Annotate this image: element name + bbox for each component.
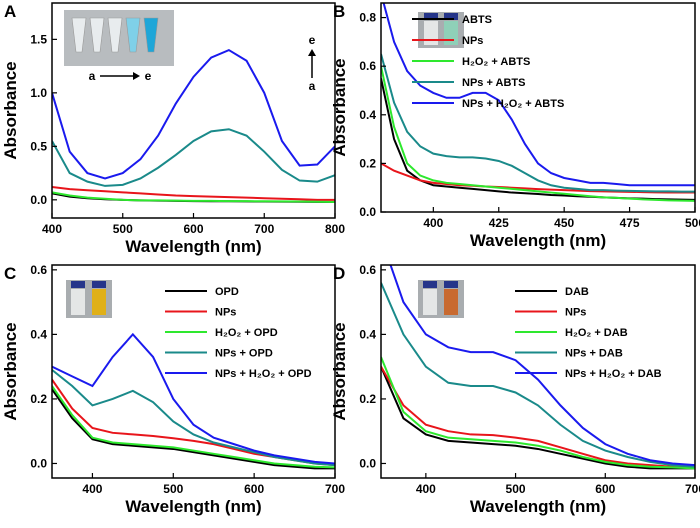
legend-label: ABTS — [462, 14, 492, 26]
series-line — [52, 48, 335, 180]
y-tick-label: 0.4 — [30, 327, 47, 341]
annotation-arrow-head — [133, 72, 140, 80]
plot-frame — [51, 264, 336, 479]
series-line — [381, 65, 695, 202]
legend-label: NPs + H₂O₂ + DAB — [565, 368, 662, 380]
annotation: a — [89, 69, 96, 83]
x-tick-label: 425 — [489, 216, 509, 230]
panel-label: D — [333, 264, 345, 283]
legend-label: H₂O₂ + OPD — [215, 327, 278, 339]
y-tick-label: 0.6 — [30, 263, 47, 277]
legend-label: NPs — [565, 307, 586, 319]
y-axis-label: Absorbance — [1, 61, 20, 159]
legend-label: H₂O₂ + ABTS — [462, 56, 530, 68]
series-line — [52, 385, 335, 469]
legend-label: H₂O₂ + DAB — [565, 327, 628, 339]
legend-label: NPs — [462, 35, 483, 47]
x-tick-label: 500 — [685, 216, 700, 230]
panel-label: B — [333, 2, 345, 21]
x-tick-label: 400 — [416, 482, 436, 496]
x-tick-label: 500 — [113, 222, 133, 236]
y-axis-label: Absorbance — [1, 322, 20, 420]
y-tick-label: 0.0 — [359, 205, 376, 219]
series-line — [52, 128, 335, 187]
series-line — [381, 53, 695, 193]
series-line — [52, 388, 335, 470]
inset-photo-a — [64, 10, 174, 66]
y-tick-label: 0.4 — [359, 327, 376, 341]
panel-label: A — [4, 2, 16, 21]
legend-label: NPs + H₂O₂ + ABTS — [462, 98, 564, 110]
x-tick-label: 500 — [506, 482, 526, 496]
x-tick-label: 700 — [254, 222, 274, 236]
x-tick-label: 500 — [163, 482, 183, 496]
y-tick-label: 0.2 — [359, 156, 376, 170]
y-tick-label: 0.6 — [359, 59, 376, 73]
legend-label: NPs — [215, 307, 236, 319]
legend-label: DAB — [565, 286, 589, 298]
annotation: e — [145, 69, 152, 83]
x-tick-label: 400 — [423, 216, 443, 230]
x-tick-label: 600 — [595, 482, 615, 496]
series-line — [381, 366, 695, 470]
y-tick-label: 0.6 — [359, 263, 376, 277]
annotation: e — [309, 33, 316, 47]
x-tick-label: 400 — [42, 222, 62, 236]
x-tick-label: 400 — [82, 482, 102, 496]
y-tick-label: 1.5 — [30, 32, 47, 46]
y-tick-label: 0.2 — [30, 392, 47, 406]
x-tick-label: 450 — [554, 216, 574, 230]
plot-frame — [380, 2, 696, 213]
inset-photo-b — [418, 12, 464, 48]
x-axis-label: Wavelength (nm) — [125, 497, 261, 516]
panel-label: C — [4, 264, 16, 283]
x-tick-label: 600 — [183, 222, 203, 236]
y-tick-label: 0.8 — [359, 11, 376, 25]
y-tick-label: 0.0 — [359, 456, 376, 470]
x-axis-label: Wavelength (nm) — [125, 237, 261, 256]
y-tick-label: 0.2 — [359, 392, 376, 406]
x-tick-label: 700 — [325, 482, 345, 496]
y-tick-label: 0.5 — [30, 139, 47, 153]
legend-label: NPs + DAB — [565, 348, 623, 360]
x-axis-label: Wavelength (nm) — [470, 231, 606, 250]
series-line — [52, 185, 335, 201]
plot-frame — [380, 264, 696, 479]
series-line — [52, 332, 335, 465]
x-axis-label: Wavelength (nm) — [470, 497, 606, 516]
series-line — [381, 366, 695, 468]
series-line — [52, 191, 335, 203]
annotation: a — [309, 79, 316, 93]
x-tick-label: 475 — [620, 216, 640, 230]
x-tick-label: 800 — [325, 222, 345, 236]
legend-label: NPs + H₂O₂ + OPD — [215, 368, 312, 380]
inset-photo-c — [66, 280, 112, 318]
y-tick-label: 0.4 — [359, 108, 376, 122]
x-tick-label: 700 — [685, 482, 700, 496]
y-tick-label: 0.0 — [30, 193, 47, 207]
annotation-arrow-head — [308, 49, 316, 56]
y-axis-label: Absorbance — [330, 322, 349, 420]
series-line — [381, 282, 695, 468]
legend-label: OPD — [215, 286, 239, 298]
legend-label: NPs + ABTS — [462, 77, 525, 89]
y-axis-label: Absorbance — [330, 58, 349, 156]
series-line — [381, 356, 695, 470]
series-line — [382, 3, 695, 187]
inset-photo-d — [418, 280, 464, 318]
legend-label: NPs + OPD — [215, 348, 273, 360]
series-line — [389, 265, 695, 467]
y-tick-label: 1.0 — [30, 86, 47, 100]
x-tick-label: 600 — [244, 482, 264, 496]
y-tick-label: 0.0 — [30, 456, 47, 470]
series-line — [52, 369, 335, 467]
